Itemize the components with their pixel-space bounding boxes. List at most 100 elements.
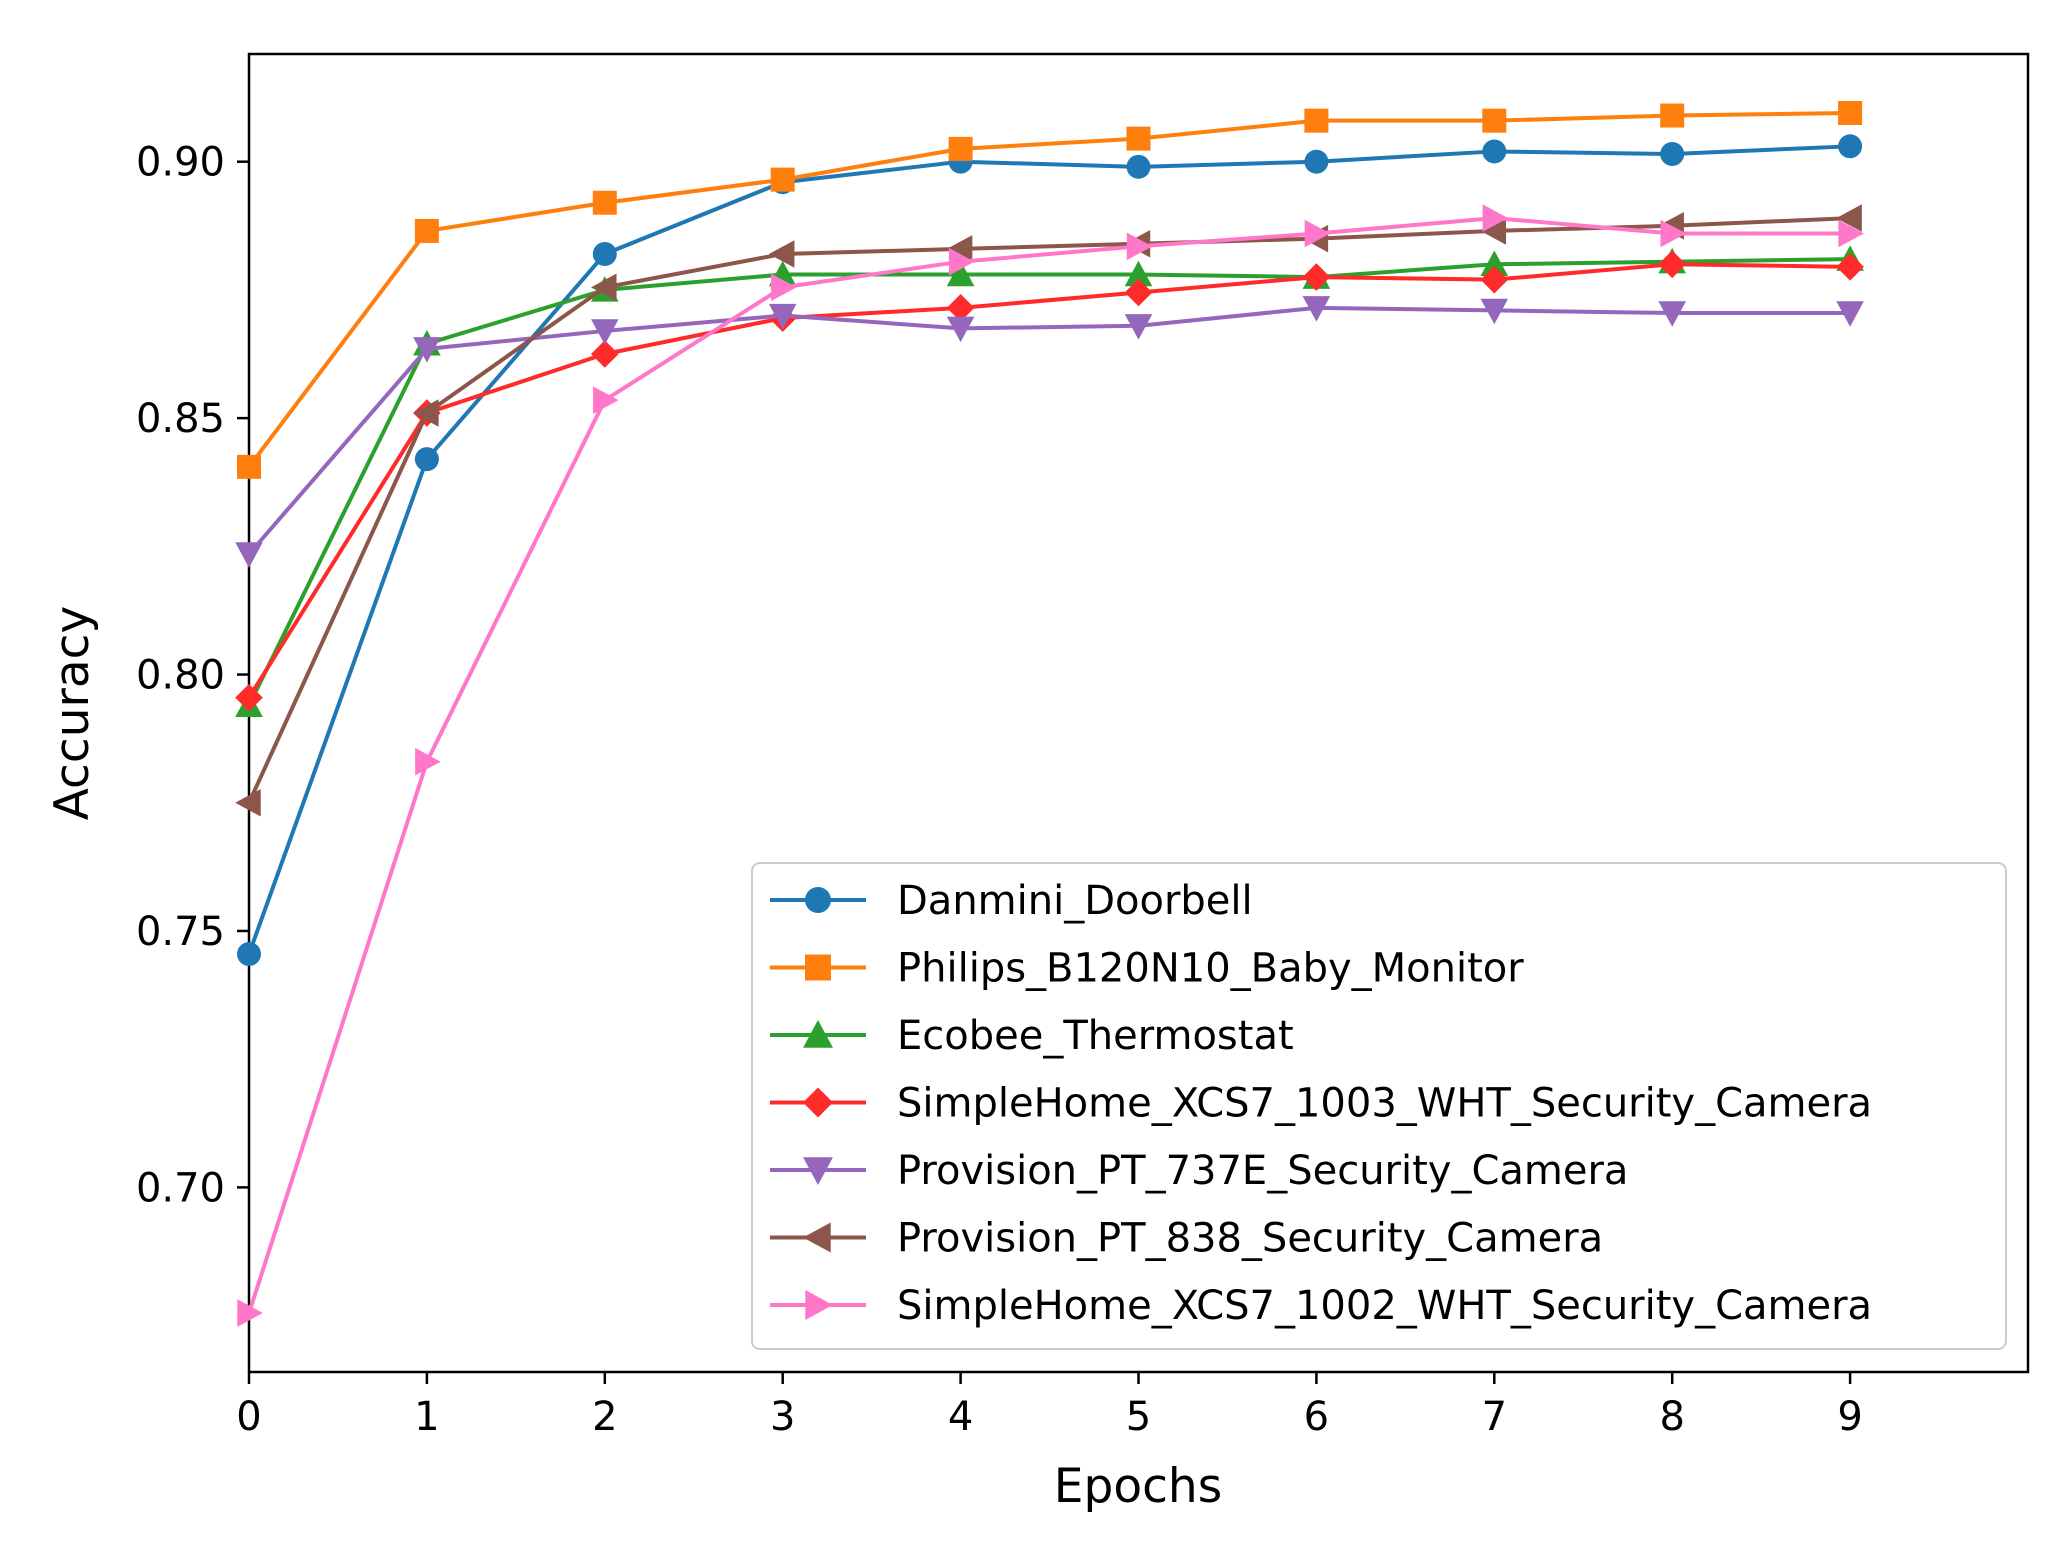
- legend-item: Danmini_Doorbell: [770, 878, 1253, 924]
- data-point: [235, 683, 263, 712]
- data-point: [1658, 250, 1686, 279]
- legend-label: Ecobee_Thermostat: [897, 1013, 1294, 1059]
- series-line: [247, 257, 1851, 707]
- data-point: [592, 190, 617, 215]
- series-line: [247, 305, 1851, 556]
- series-Provision_PT_737E_Security_Camera: [235, 296, 1864, 568]
- data-point: [235, 788, 261, 817]
- legend: Danmini_Doorbell Philips_B120N10_Baby_Mon…: [751, 862, 2007, 1350]
- data-point: [235, 542, 263, 568]
- x-tick-label: 4: [948, 1394, 973, 1440]
- data-point: [414, 218, 439, 243]
- data-point: [1126, 232, 1153, 261]
- data-point: [591, 340, 619, 368]
- series-SimpleHome_XCS7_1002_WHT_Security_Camera: [237, 204, 1864, 1327]
- data-point: [1836, 301, 1864, 327]
- x-tick-label: 2: [592, 1394, 617, 1440]
- data-point: [1124, 260, 1153, 287]
- series-line: [247, 110, 1851, 469]
- legend-marker: [805, 887, 831, 913]
- legend-marker: [803, 1087, 833, 1118]
- series-line: [247, 216, 1851, 804]
- data-point: [1124, 278, 1153, 307]
- legend-label: Provision_PT_737E_Security_Camera: [897, 1148, 1628, 1194]
- y-axis: 0.70 0.75 0.80 0.85 0.90: [136, 140, 249, 1211]
- data-point: [1482, 108, 1507, 133]
- data-point: [946, 260, 975, 287]
- data-point: [591, 319, 619, 345]
- series-Philips_B120N10_Baby_Monitor: [237, 100, 1863, 479]
- data-point: [414, 447, 439, 472]
- legend-marker: [803, 1157, 833, 1185]
- data-point: [1836, 204, 1862, 232]
- data-point: [768, 303, 797, 330]
- data-point: [237, 454, 261, 479]
- x-tick-label: 9: [1837, 1394, 1862, 1440]
- data-point: [413, 337, 441, 363]
- data-point: [1302, 263, 1331, 291]
- data-point: [770, 167, 795, 192]
- x-axis-label: Epochs: [1054, 1459, 1222, 1514]
- legend-items: Danmini_Doorbell Philips_B120N10_Baby_Mon…: [770, 878, 1872, 1329]
- x-axis: 0 1 2 3 4 5 6 7 8 9: [236, 1372, 1863, 1440]
- data-point: [1480, 250, 1509, 276]
- legend-frame: [751, 862, 2007, 1350]
- data-point: [946, 294, 975, 322]
- x-tick-label: 5: [1126, 1394, 1151, 1440]
- legend-label: SimpleHome_XCS7_1002_WHT_Security_Camera: [897, 1283, 1872, 1329]
- x-tick-label: 1: [414, 1394, 439, 1440]
- data-point: [1838, 100, 1863, 125]
- legend-item: SimpleHome_XCS7_1003_WHT_Security_Camera: [770, 1081, 1872, 1127]
- legend-label: Philips_B120N10_Baby_Monitor: [897, 946, 1524, 992]
- data-point: [1482, 139, 1507, 164]
- data-point: [237, 942, 261, 967]
- data-point: [1838, 219, 1864, 248]
- data-point: [593, 386, 619, 414]
- legend-label: Provision_PT_838_Security_Camera: [897, 1216, 1603, 1262]
- series-line: [247, 262, 1851, 699]
- legend-item: Provision_PT_737E_Security_Camera: [770, 1148, 1628, 1194]
- series-SimpleHome_XCS7_1003_WHT_Security_Camera: [235, 250, 1864, 712]
- legend-item: Philips_B120N10_Baby_Monitor: [770, 946, 1524, 992]
- data-point: [1482, 204, 1509, 232]
- data-point: [1480, 298, 1509, 325]
- y-tick-label: 0.90: [136, 140, 225, 186]
- data-point: [592, 242, 617, 267]
- data-point: [1836, 253, 1864, 281]
- y-axis-label: Accuracy: [45, 606, 100, 821]
- series-Provision_PT_838_Security_Camera: [235, 204, 1862, 817]
- data-point: [948, 247, 975, 276]
- legend-label: Danmini_Doorbell: [897, 878, 1253, 924]
- series-line: [247, 144, 1851, 955]
- data-point: [415, 747, 441, 776]
- legend-label: SimpleHome_XCS7_1003_WHT_Security_Camera: [897, 1081, 1872, 1127]
- data-point: [1302, 296, 1331, 322]
- series-line: [247, 216, 1851, 1314]
- data-point: [1126, 126, 1151, 151]
- data-point: [1304, 219, 1331, 248]
- data-point: [1126, 154, 1151, 179]
- data-point: [1658, 301, 1686, 327]
- data-point: [1480, 217, 1507, 245]
- data-point: [1304, 108, 1329, 133]
- data-point: [1838, 134, 1863, 159]
- legend-item: Ecobee_Thermostat: [770, 1013, 1294, 1059]
- legend-marker: [805, 1290, 833, 1320]
- legend-marker: [803, 1222, 831, 1253]
- y-tick-label: 0.75: [136, 909, 225, 955]
- data-point: [1660, 219, 1686, 248]
- data-point: [1660, 103, 1685, 128]
- data-point: [591, 273, 617, 302]
- series-layer: [235, 100, 1864, 1327]
- x-tick-label: 8: [1659, 1394, 1684, 1440]
- data-point: [948, 136, 973, 161]
- data-point: [770, 273, 797, 302]
- x-tick-label: 3: [770, 1394, 795, 1440]
- data-point: [1124, 314, 1153, 340]
- legend-marker: [805, 954, 831, 981]
- data-point: [1660, 142, 1685, 167]
- legend-marker: [803, 1020, 833, 1048]
- data-point: [1480, 265, 1509, 294]
- y-tick-label: 0.80: [136, 653, 225, 699]
- data-point: [768, 240, 795, 268]
